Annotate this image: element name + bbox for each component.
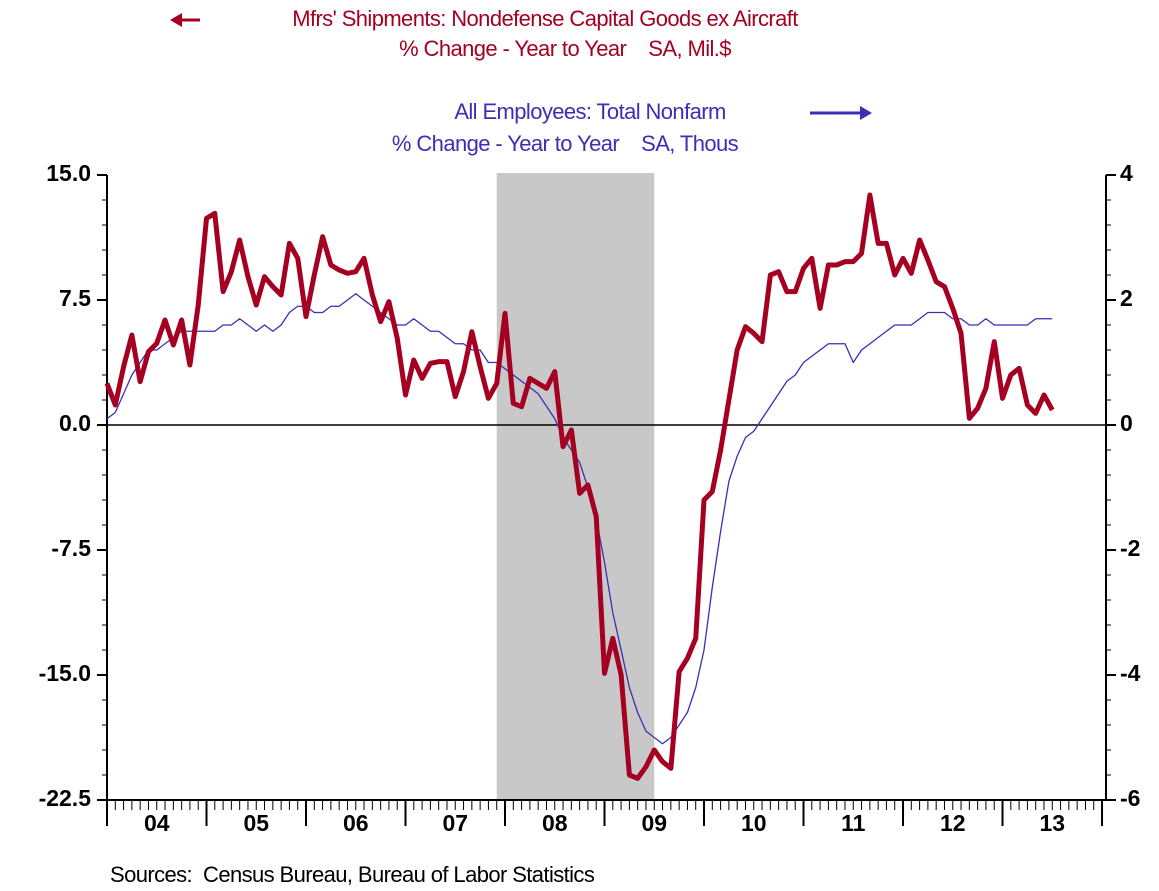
x-tick-label: 12 (940, 810, 966, 836)
x-tick-label: 11 (841, 810, 866, 836)
y2-tick-label: -2 (1120, 535, 1140, 561)
recession-shade (496, 173, 655, 800)
y2-tick-label: 2 (1120, 285, 1133, 311)
x-tick-label: 06 (343, 810, 369, 836)
legend-name: All Employees: Total Nonfarm (454, 99, 725, 124)
x-tick-label: 10 (741, 810, 767, 836)
y-tick-label: -22.5 (39, 785, 92, 811)
series-line (106, 293, 1053, 745)
x-tick-label: 09 (641, 810, 667, 836)
y-tick-label: -15.0 (39, 660, 91, 686)
y-tick-label: 15.0 (46, 160, 91, 186)
y2-tick-label: -4 (1120, 660, 1141, 686)
y2-tick-label: 0 (1120, 410, 1133, 436)
x-tick-label: 13 (1039, 810, 1065, 836)
y2-tick-label: -6 (1120, 785, 1140, 811)
y-tick-label: 7.5 (59, 285, 91, 311)
legend-name: Mfrs' Shipments: Nondefense Capital Good… (292, 6, 798, 31)
y-tick-label: 0.0 (59, 410, 91, 436)
x-tick-label: 04 (144, 810, 170, 836)
x-tick-label: 07 (442, 810, 468, 836)
x-tick-label: 05 (243, 810, 269, 836)
source: Sources: Census Bureau, Bureau of Labor … (110, 862, 595, 887)
x-tick-label: 08 (542, 810, 568, 836)
legend-units: % Change - Year to Year SA, Mil.$ (399, 36, 731, 61)
series-line (104, 192, 1055, 781)
legend-arrow (170, 13, 872, 120)
y-tick-label: -7.5 (51, 535, 91, 561)
legend-units: % Change - Year to Year SA, Thous (392, 131, 739, 156)
y2-tick-label: 4 (1120, 160, 1133, 186)
